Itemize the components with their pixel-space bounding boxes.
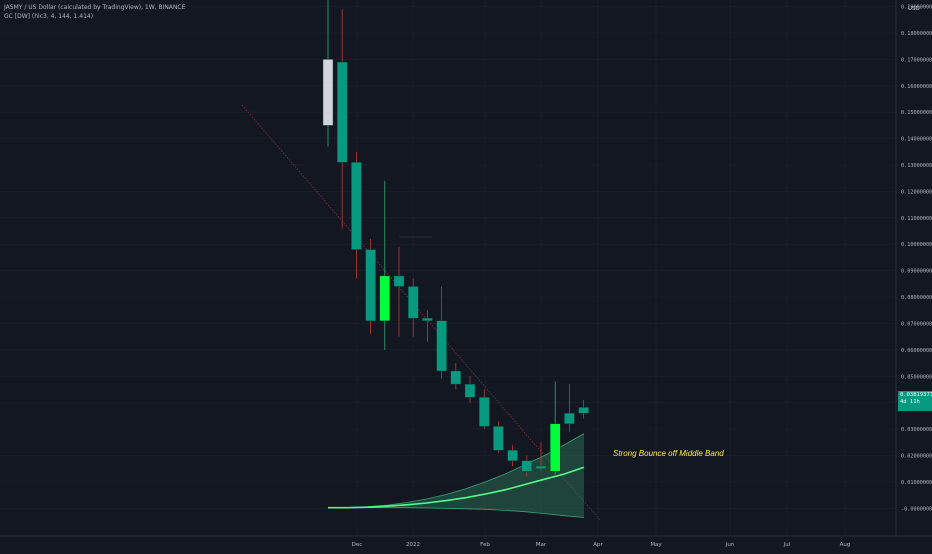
y-tick-label: 0.13000000: [901, 163, 932, 169]
chart-annotation[interactable]: Strong Bounce off Middle Band: [613, 449, 724, 458]
candle-body[interactable]: [479, 397, 490, 427]
y-tick-label: 0.16000000: [901, 84, 932, 90]
candle-body[interactable]: [422, 317, 433, 322]
x-tick-label: Feb: [480, 542, 490, 548]
indicator-title[interactable]: GC [DW] (hlc3, 4, 144, 1.414): [4, 13, 94, 20]
y-tick-label: 0.09000000: [901, 269, 932, 275]
candle-body[interactable]: [450, 370, 461, 385]
candle-body[interactable]: [408, 286, 419, 319]
y-tick-label: 0.03000000: [901, 427, 932, 433]
candle-body[interactable]: [322, 59, 334, 126]
y-tick-label: 0.12000000: [901, 189, 932, 195]
bar-countdown: 4d 11h: [900, 399, 920, 405]
y-tick-label: 0.17000000: [901, 57, 932, 63]
candle-body[interactable]: [564, 413, 575, 424]
y-tick-label: 0.01000000: [901, 480, 932, 486]
candle-body[interactable]: [550, 423, 561, 472]
x-tick-label: Jul: [783, 542, 791, 548]
y-tick-label: 0.18000000: [901, 31, 932, 37]
candle-body[interactable]: [393, 275, 405, 287]
x-tick-label: Jun: [725, 542, 735, 548]
middle-band-line: [328, 466, 585, 509]
y-tick-label: 0.11000000: [901, 216, 932, 222]
currency-label: USD: [908, 6, 920, 12]
y-tick-label: 0.14000000: [901, 137, 932, 143]
candle-body[interactable]: [521, 460, 532, 472]
chart-legend: JASMY / US Dollar (calculated by Trading…: [4, 3, 185, 21]
candle-body[interactable]: [436, 320, 447, 372]
candle-body[interactable]: [365, 249, 376, 322]
y-tick-label: 0.08000000: [901, 295, 932, 301]
candle-body[interactable]: [464, 383, 476, 398]
y-tick-label: 0.02000000: [901, 453, 932, 459]
price-axis-bg: [896, 0, 932, 550]
y-tick-label: 0.10000000: [901, 242, 932, 248]
candle-body[interactable]: [507, 449, 518, 461]
y-tick-label: 0.15000000: [901, 110, 932, 116]
x-tick-label: May: [650, 542, 662, 548]
x-tick-label: Apr: [593, 542, 603, 548]
x-tick-label: 2022: [406, 542, 420, 548]
x-tick-label: Aug: [840, 542, 851, 548]
candle-body[interactable]: [337, 61, 348, 163]
x-tick-label: Dec: [352, 542, 363, 548]
x-tick-label: Mar: [536, 542, 547, 548]
y-tick-label: 0.07000000: [901, 321, 932, 327]
candle-body[interactable]: [379, 275, 390, 322]
y-tick-label: 0.19000000: [901, 5, 932, 11]
current-price-badge: 0.03819373 4d 11h: [898, 391, 932, 411]
candle-body[interactable]: [578, 407, 589, 414]
symbol-title[interactable]: JASMY / US Dollar (calculated by Trading…: [4, 4, 186, 11]
y-tick-label: 0.06000000: [901, 348, 932, 354]
candle-body[interactable]: [493, 426, 504, 451]
current-price: 0.03819373: [900, 392, 932, 398]
candle-body[interactable]: [535, 465, 547, 469]
trend-line[interactable]: [241, 104, 601, 521]
y-tick-label: -0.00000000: [901, 506, 932, 512]
candle-body[interactable]: [351, 162, 362, 250]
band-fill: [328, 433, 584, 518]
y-tick-label: 0.05000000: [901, 374, 932, 380]
